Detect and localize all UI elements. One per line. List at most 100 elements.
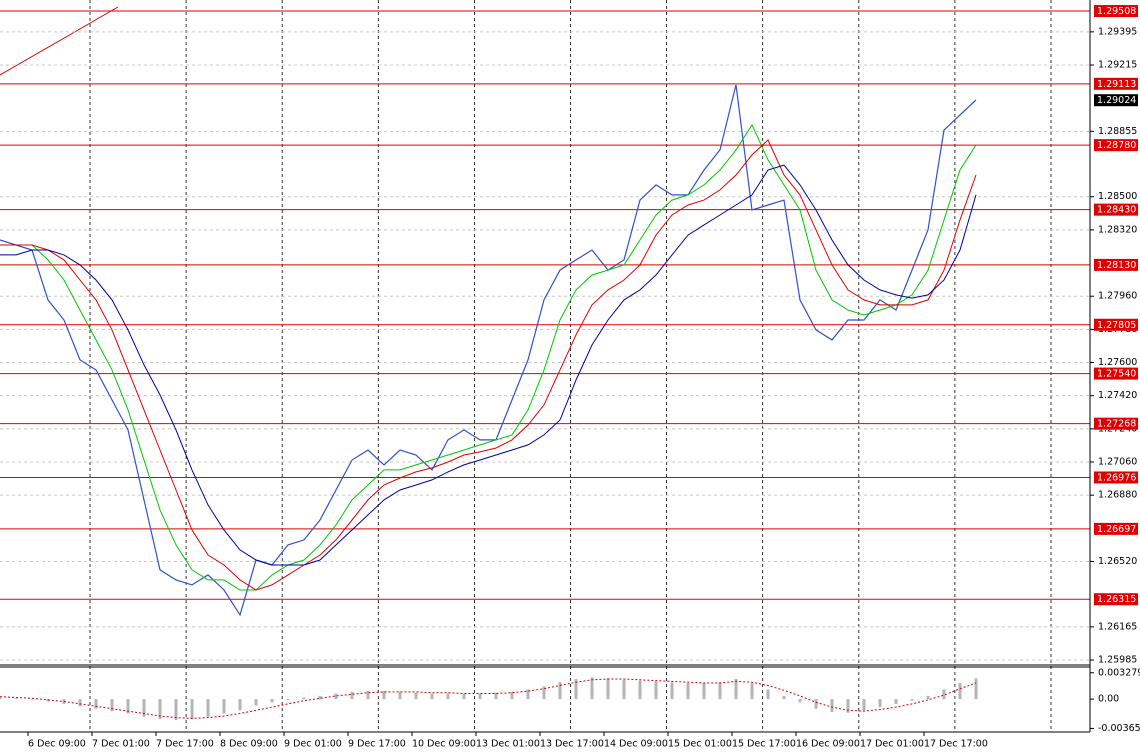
x-tick-label: 8 Dec 09:00 xyxy=(220,739,278,750)
level-label: 1.27540 xyxy=(1097,369,1136,380)
osc-bar xyxy=(894,699,898,704)
osc-bar xyxy=(702,683,706,700)
osc-bar xyxy=(526,689,530,700)
osc-bar xyxy=(862,699,866,711)
osc-bar xyxy=(462,693,466,700)
level-label: 1.27805 xyxy=(1097,320,1136,331)
x-tick-label: 7 Dec 01:00 xyxy=(92,739,150,750)
x-tick-label: 10 Dec 09:00 xyxy=(412,739,476,750)
y-tick-label: 1.27960 xyxy=(1098,291,1137,302)
osc-bar xyxy=(206,699,210,717)
level-tag xyxy=(1094,77,1138,90)
osc-bar xyxy=(430,693,434,700)
osc-bar xyxy=(0,697,2,700)
x-tick-label: 9 Dec 17:00 xyxy=(348,739,406,750)
osc-bar xyxy=(398,691,402,700)
level-tag xyxy=(1094,258,1138,271)
osc-bar xyxy=(14,698,18,700)
osc-bar xyxy=(942,689,946,700)
osc-bar xyxy=(350,691,354,700)
osc-bar xyxy=(590,677,594,700)
level-tag xyxy=(1094,5,1138,18)
osc-bar xyxy=(638,680,642,700)
level-tag xyxy=(1094,203,1138,216)
y-tick-label: 1.28500 xyxy=(1098,191,1137,202)
x-tick-label: 14 Dec 09:00 xyxy=(604,739,668,750)
osc-bar xyxy=(222,699,226,714)
osc-bar xyxy=(302,697,306,700)
osc-bar xyxy=(910,699,914,701)
osc-bar xyxy=(190,699,194,720)
osc-bar xyxy=(446,693,450,700)
y-tick-label: 1.27600 xyxy=(1098,357,1137,368)
osc-bar xyxy=(286,699,290,700)
level-tag xyxy=(1094,417,1138,430)
level-tag xyxy=(1094,593,1138,606)
osc-bar xyxy=(670,682,674,700)
x-tick-label: 6 Dec 09:00 xyxy=(28,739,86,750)
osc-bar xyxy=(270,699,274,703)
current-price-label: 1.29024 xyxy=(1097,95,1136,106)
osc-bar xyxy=(126,699,130,714)
osc-bar xyxy=(814,699,818,709)
price-line xyxy=(0,139,977,591)
current-price-tag xyxy=(1094,94,1138,107)
osc-bar xyxy=(238,699,242,711)
y-tick-label: 1.28320 xyxy=(1098,224,1137,235)
osc-bar xyxy=(158,699,162,720)
osc-bar xyxy=(846,699,850,713)
x-tick-label: 7 Dec 17:00 xyxy=(156,739,214,750)
osc-bar xyxy=(686,683,690,700)
osc-bar xyxy=(958,683,962,700)
osc-bar xyxy=(782,695,786,700)
osc-bar xyxy=(414,692,418,700)
osc-bar xyxy=(110,699,114,712)
level-label: 1.28780 xyxy=(1097,140,1136,151)
x-tick-label: 16 Dec 09:00 xyxy=(796,739,860,750)
osc-bar xyxy=(334,693,338,700)
level-label: 1.29508 xyxy=(1097,6,1136,17)
trend-line xyxy=(0,6,119,76)
osc-bar xyxy=(254,699,258,706)
osc-bar xyxy=(926,695,930,700)
y-tick-label: 1.29395 xyxy=(1098,26,1137,37)
level-tag xyxy=(1094,139,1138,152)
osc-bar xyxy=(878,699,882,708)
osc-bar xyxy=(830,699,834,712)
osc-bar xyxy=(366,691,370,700)
osc-tick-label: 0.003279 xyxy=(1098,667,1140,678)
level-label: 1.28130 xyxy=(1097,260,1136,271)
price-line xyxy=(0,84,977,617)
osc-bar xyxy=(558,682,562,700)
osc-bar xyxy=(494,692,498,700)
osc-bar xyxy=(574,679,578,700)
level-label: 1.29113 xyxy=(1097,79,1136,90)
x-tick-label: 9 Dec 01:00 xyxy=(284,739,342,750)
y-tick-label: 1.27420 xyxy=(1098,390,1137,401)
osc-signal xyxy=(0,678,977,719)
y-tick-label: 1.26520 xyxy=(1098,556,1137,567)
osc-bar xyxy=(606,678,610,700)
x-tick-label: 17 Dec 01:00 xyxy=(860,739,924,750)
level-label: 1.26697 xyxy=(1097,524,1136,535)
level-tag xyxy=(1094,471,1138,484)
y-tick-label: 1.28855 xyxy=(1098,126,1137,137)
osc-bar xyxy=(718,682,722,700)
level-tag xyxy=(1094,318,1138,331)
price-line xyxy=(0,164,977,566)
level-tag xyxy=(1094,522,1138,535)
osc-bar xyxy=(478,693,482,700)
level-label: 1.27268 xyxy=(1097,419,1136,430)
x-tick-label: 15 Dec 01:00 xyxy=(668,739,732,750)
osc-bar xyxy=(510,691,514,700)
level-label: 1.26315 xyxy=(1097,594,1136,605)
osc-bar xyxy=(30,699,34,700)
osc-bar xyxy=(318,695,322,700)
y-tick-label: 1.26165 xyxy=(1098,621,1137,632)
x-tick-label: 13 Dec 17:00 xyxy=(540,739,604,750)
price-line xyxy=(0,123,977,591)
level-label: 1.26976 xyxy=(1097,472,1136,483)
y-tick-label: 1.29215 xyxy=(1098,60,1137,71)
